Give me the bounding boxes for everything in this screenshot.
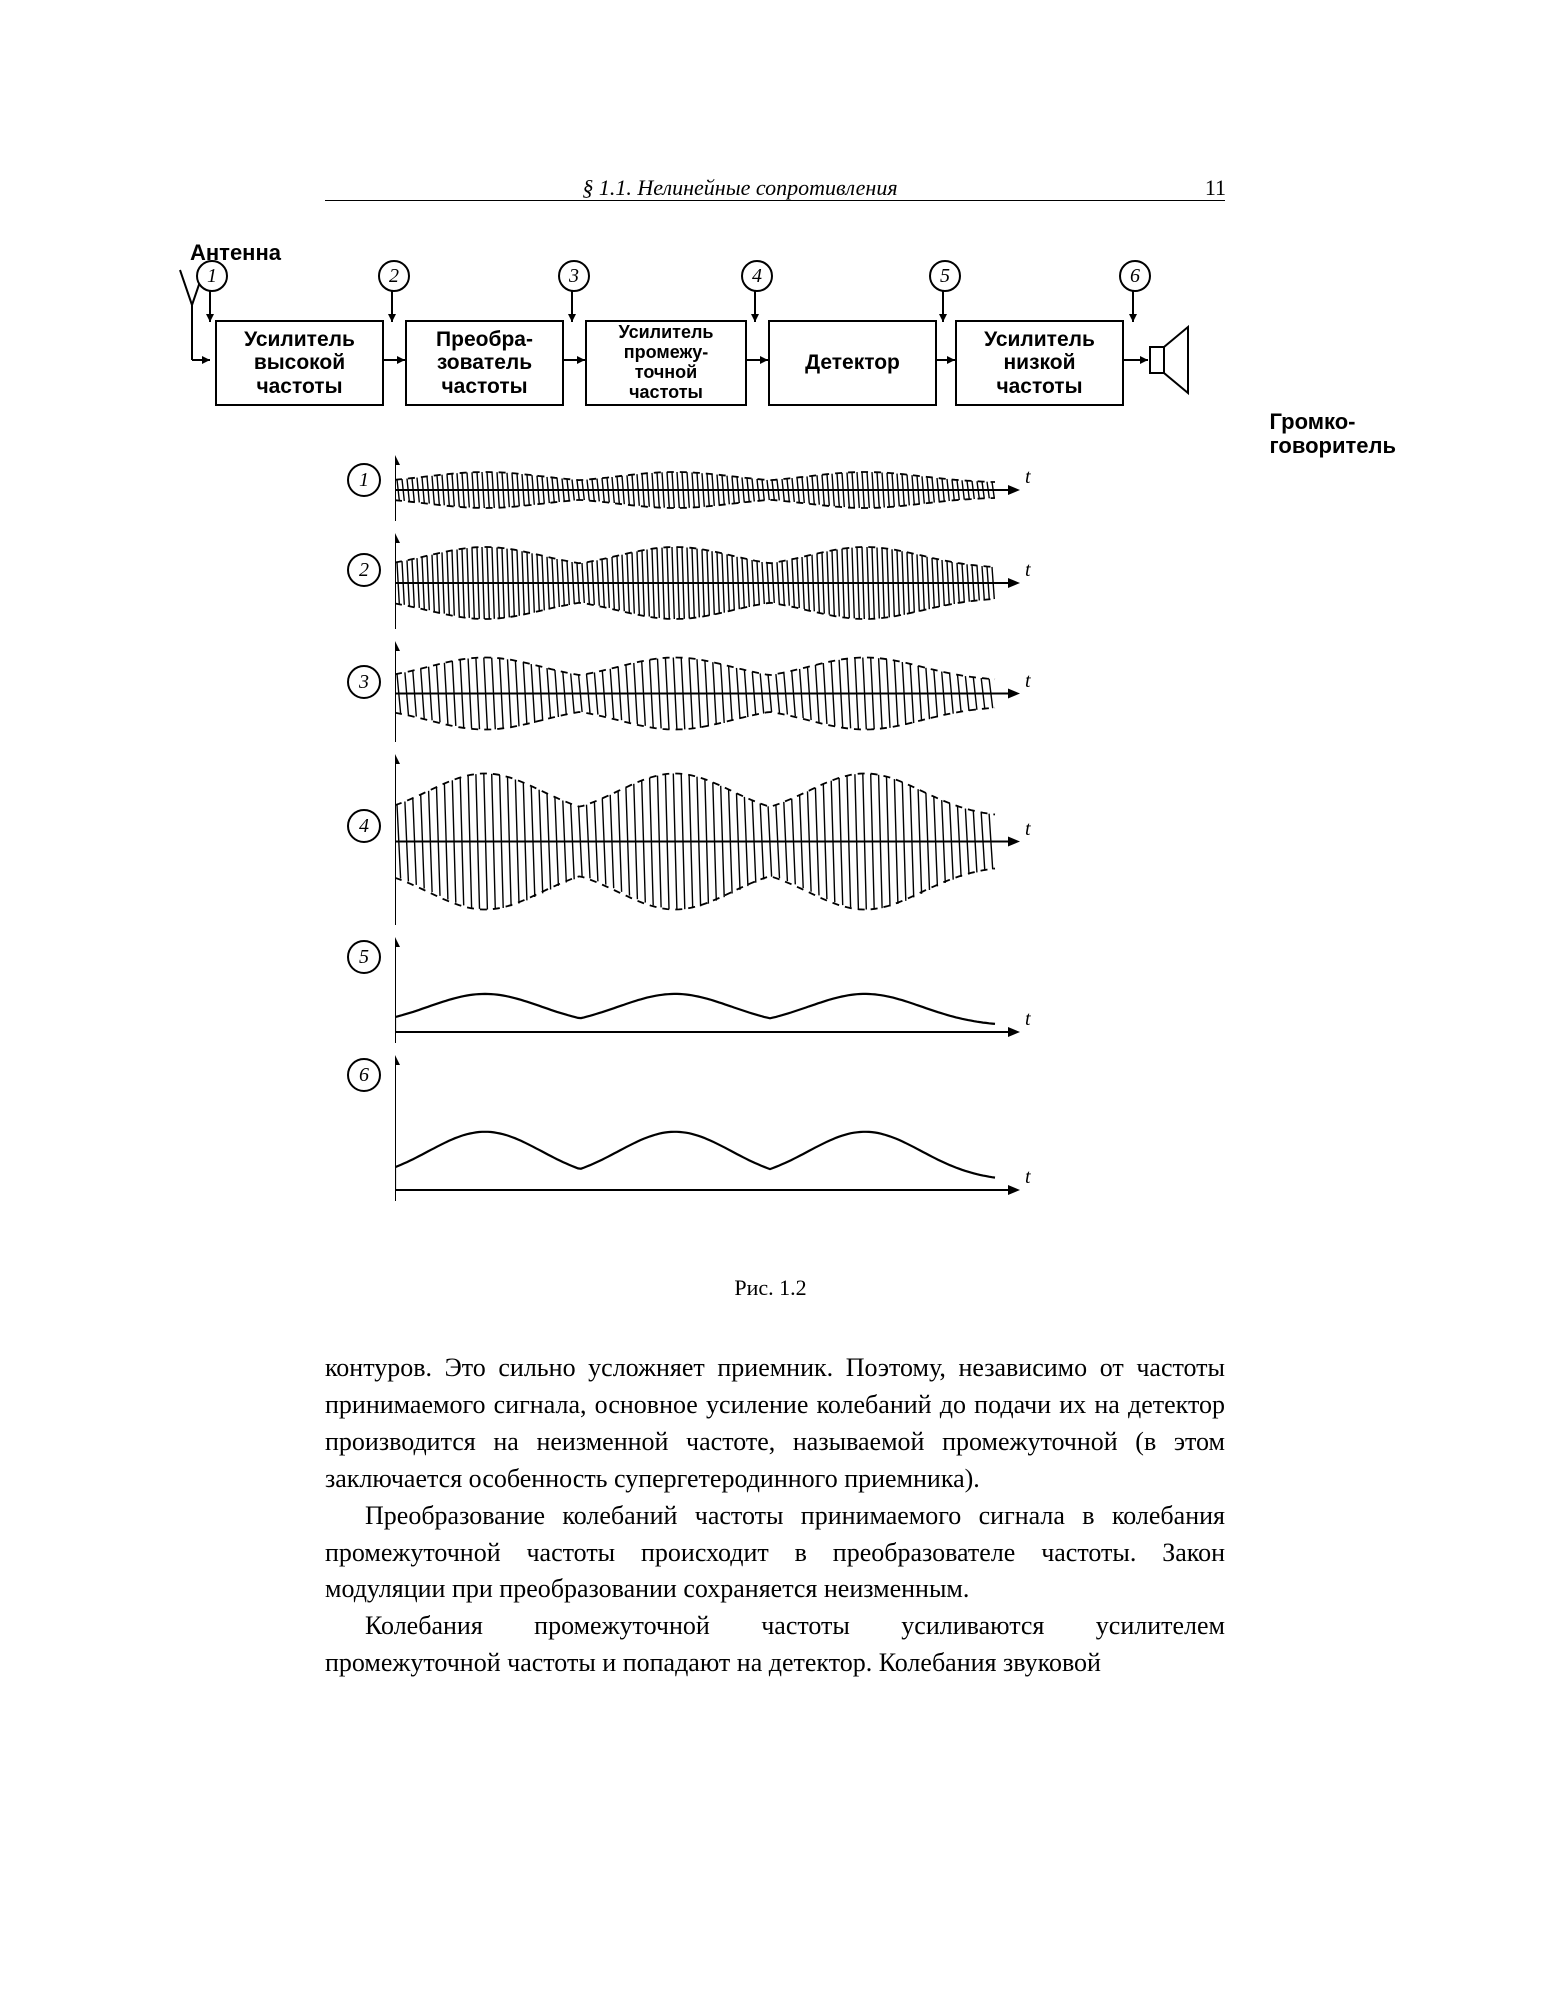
waveform-svg-6	[395, 1055, 1055, 1205]
waveform-circle-6: 6	[347, 1058, 381, 1092]
t-label-6: t	[1025, 1166, 1031, 1189]
block-b3: Усилитель промежу- точной частоты	[585, 320, 747, 406]
waveform-5: 5t	[395, 937, 1055, 1047]
page: § 1.1. Нелинейные сопротивления 11 Антен…	[0, 0, 1541, 2000]
t-label-3: t	[1025, 670, 1031, 693]
speaker-label: Громко- говоритель	[1270, 410, 1396, 458]
paragraph-2: Преобразование колебаний частоты принима…	[325, 1498, 1225, 1609]
waveform-1: 1t	[395, 455, 1055, 525]
t-label-5: t	[1025, 1008, 1031, 1031]
block-b5: Усилитель низкой частоты	[955, 320, 1124, 406]
page-number: 11	[1205, 175, 1226, 201]
t-label-4: t	[1025, 818, 1031, 841]
t-label-2: t	[1025, 559, 1031, 582]
waveform-circle-2: 2	[347, 553, 381, 587]
tap-circle-3: 3	[558, 260, 590, 292]
waveform-circle-3: 3	[347, 665, 381, 699]
tap-circle-2: 2	[378, 260, 410, 292]
waveform-svg-1	[395, 455, 1055, 525]
block-b1: Усилитель высокой частоты	[215, 320, 384, 406]
tap-circle-6: 6	[1119, 260, 1151, 292]
waveform-3: 3t	[395, 641, 1055, 746]
waveform-2: 2t	[395, 533, 1055, 633]
waveform-4: 4t	[395, 754, 1055, 929]
tap-circle-4: 4	[741, 260, 773, 292]
waveform-circle-1: 1	[347, 463, 381, 497]
waveform-circle-5: 5	[347, 940, 381, 974]
body-text: контуров. Это сильно усложняет приемник.…	[325, 1350, 1225, 1682]
figure-caption: Рис. 1.2	[0, 1275, 1541, 1301]
paragraph-3: Колебания промежуточной частоты усиливаю…	[325, 1608, 1225, 1682]
waveform-svg-3	[395, 641, 1055, 746]
block-b2: Преобра- зователь частоты	[405, 320, 564, 406]
waveform-svg-4	[395, 754, 1055, 929]
block-diagram: Усилитель высокой частотыПреобра- зовате…	[170, 265, 1370, 435]
block-b4: Детектор	[768, 320, 937, 406]
header-rule	[325, 200, 1225, 201]
tap-circle-5: 5	[929, 260, 961, 292]
waveform-svg-2	[395, 533, 1055, 633]
waveform-svg-5	[395, 937, 1055, 1047]
waveform-6: 6t	[395, 1055, 1055, 1205]
t-label-1: t	[1025, 466, 1031, 489]
waveform-stack: 1t 2t3t4t5t6t	[395, 455, 1055, 1213]
paragraph-1: контуров. Это сильно усложняет приемник.…	[325, 1350, 1225, 1498]
running-header: § 1.1. Нелинейные сопротивления	[490, 175, 990, 201]
waveform-circle-4: 4	[347, 809, 381, 843]
tap-circle-1: 1	[196, 260, 228, 292]
